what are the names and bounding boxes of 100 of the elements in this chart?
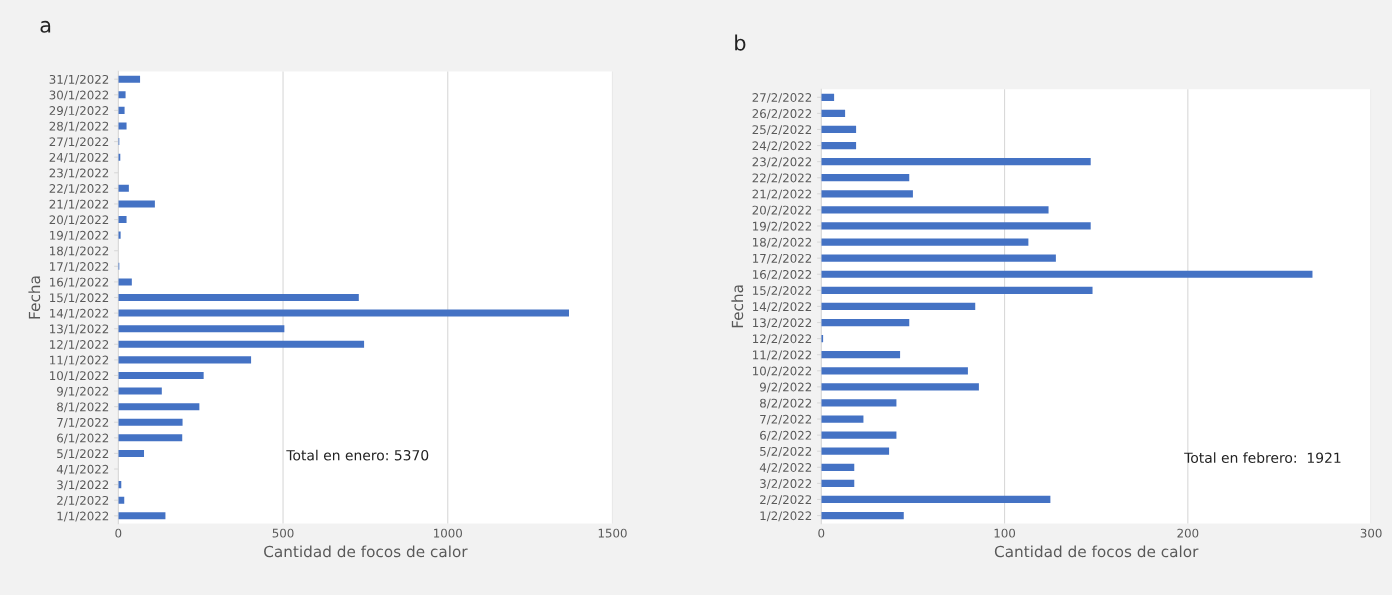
y-tick-label: 18/1/2022 [50, 246, 109, 257]
y-tick-label: 25/2/2022 [752, 125, 812, 136]
bar [821, 463, 855, 471]
bar [821, 206, 1049, 214]
y-tick-label: 30/1/2022 [49, 90, 109, 101]
chart-title: b [735, 34, 746, 51]
bar [821, 93, 835, 101]
bar [821, 222, 1091, 230]
y-tick-label: 20/1/2022 [49, 215, 109, 226]
bar [821, 367, 968, 375]
y-tick-label: 16/2/2022 [753, 269, 812, 280]
bar [118, 91, 126, 99]
y-tick-label: 5/2/2022 [760, 446, 812, 457]
x-axis-title: Cantidad de focos de calor [264, 545, 468, 558]
y-tick-label: 26/2/2022 [752, 109, 812, 119]
y-tick-label: 31/1/2022 [49, 74, 109, 85]
y-tick-label: 19/1/2022 [50, 230, 109, 241]
y-tick-label: 9/2/2022 [759, 382, 812, 393]
bar [118, 512, 166, 520]
x-tick-label: 200 [1177, 528, 1199, 538]
bar [821, 447, 890, 455]
x-tick-label: 100 [994, 528, 1016, 538]
y-tick-label: 4/1/2022 [56, 464, 109, 475]
bar [118, 200, 155, 208]
bar [821, 238, 1029, 246]
y-tick-label: 7/1/2022 [57, 417, 109, 428]
y-tick-label: 3/1/2022 [57, 480, 109, 491]
y-tick-label: 10/2/2022 [753, 366, 812, 377]
x-tick-label: 1500 [598, 528, 627, 538]
bar [118, 403, 200, 411]
bar [118, 184, 129, 192]
bar [118, 309, 569, 317]
y-tick-label: 13/2/2022 [753, 318, 812, 329]
bar [821, 415, 864, 423]
y-tick-label: 17/1/2022 [50, 262, 109, 272]
x-tick-label: 1000 [434, 528, 462, 538]
y-tick-label: 16/1/2022 [50, 277, 109, 288]
bar [821, 302, 976, 311]
y-tick-label: 11/1/2022 [50, 355, 109, 366]
y-axis-title: Fecha [731, 285, 744, 328]
y-tick-label: 6/1/2022 [57, 433, 109, 444]
bar [821, 399, 897, 407]
bar [821, 351, 901, 359]
bar [821, 431, 897, 439]
bar [118, 106, 125, 114]
bar [118, 75, 141, 83]
x-tick-label: 500 [272, 528, 294, 538]
y-tick-label: 14/2/2022 [753, 302, 812, 313]
y-tick-label: 14/1/2022 [50, 308, 109, 319]
chart-title: a [40, 20, 51, 33]
y-tick-label: 4/2/2022 [759, 463, 812, 473]
y-tick-label: 1/1/2022 [57, 511, 109, 522]
bar [821, 383, 979, 391]
y-tick-label: 11/2/2022 [753, 350, 812, 361]
bar [118, 387, 162, 395]
y-tick-label: 23/2/2022 [752, 157, 812, 168]
y-tick-label: 15/2/2022 [753, 286, 812, 296]
bar [118, 293, 359, 302]
y-tick-label: 22/1/2022 [49, 184, 109, 194]
bar [821, 479, 855, 487]
bar [821, 511, 904, 520]
y-tick-label: 9/1/2022 [57, 386, 109, 397]
x-axis-title: Cantidad de focos de calor [994, 545, 1199, 558]
bar [821, 158, 1091, 166]
y-tick-label: 12/2/2022 [753, 334, 812, 345]
x-tick-label: 0 [818, 528, 825, 538]
annotation: Total en febrero: 1921 [1184, 452, 1341, 463]
y-tick-label: 28/1/2022 [49, 121, 109, 132]
bar [118, 278, 132, 286]
y-tick-label: 20/2/2022 [752, 205, 812, 216]
bar [821, 270, 1313, 278]
bar [821, 141, 857, 150]
y-tick-label: 2/1/2022 [57, 495, 109, 506]
x-tick-label: 0 [115, 528, 122, 538]
bar [118, 216, 127, 224]
bar [118, 434, 183, 442]
y-tick-label: 23/1/2022 [49, 168, 109, 179]
bar [821, 174, 910, 182]
y-tick-label: 29/1/2022 [49, 106, 109, 116]
bar [118, 340, 365, 348]
y-tick-label: 27/2/2022 [752, 93, 812, 103]
y-tick-label: 21/2/2022 [752, 189, 812, 200]
y-tick-label: 3/2/2022 [760, 479, 812, 489]
bar [118, 356, 252, 364]
y-tick-label: 13/1/2022 [50, 324, 109, 335]
bar [821, 286, 1093, 294]
y-tick-label: 18/2/2022 [753, 237, 812, 248]
y-tick-label: 5/1/2022 [57, 449, 109, 460]
bar [821, 318, 910, 327]
y-axis-title: Fecha [28, 276, 41, 319]
y-tick-label: 21/1/2022 [49, 199, 109, 210]
bar [118, 418, 183, 426]
y-tick-label: 12/1/2022 [50, 340, 109, 350]
bar [118, 325, 285, 333]
y-tick-label: 8/1/2022 [57, 402, 109, 413]
y-tick-label: 10/1/2022 [50, 371, 109, 382]
bar [821, 109, 846, 117]
bar [118, 449, 145, 457]
y-tick-label: 24/2/2022 [752, 141, 812, 152]
x-tick-label: 300 [1360, 528, 1382, 538]
